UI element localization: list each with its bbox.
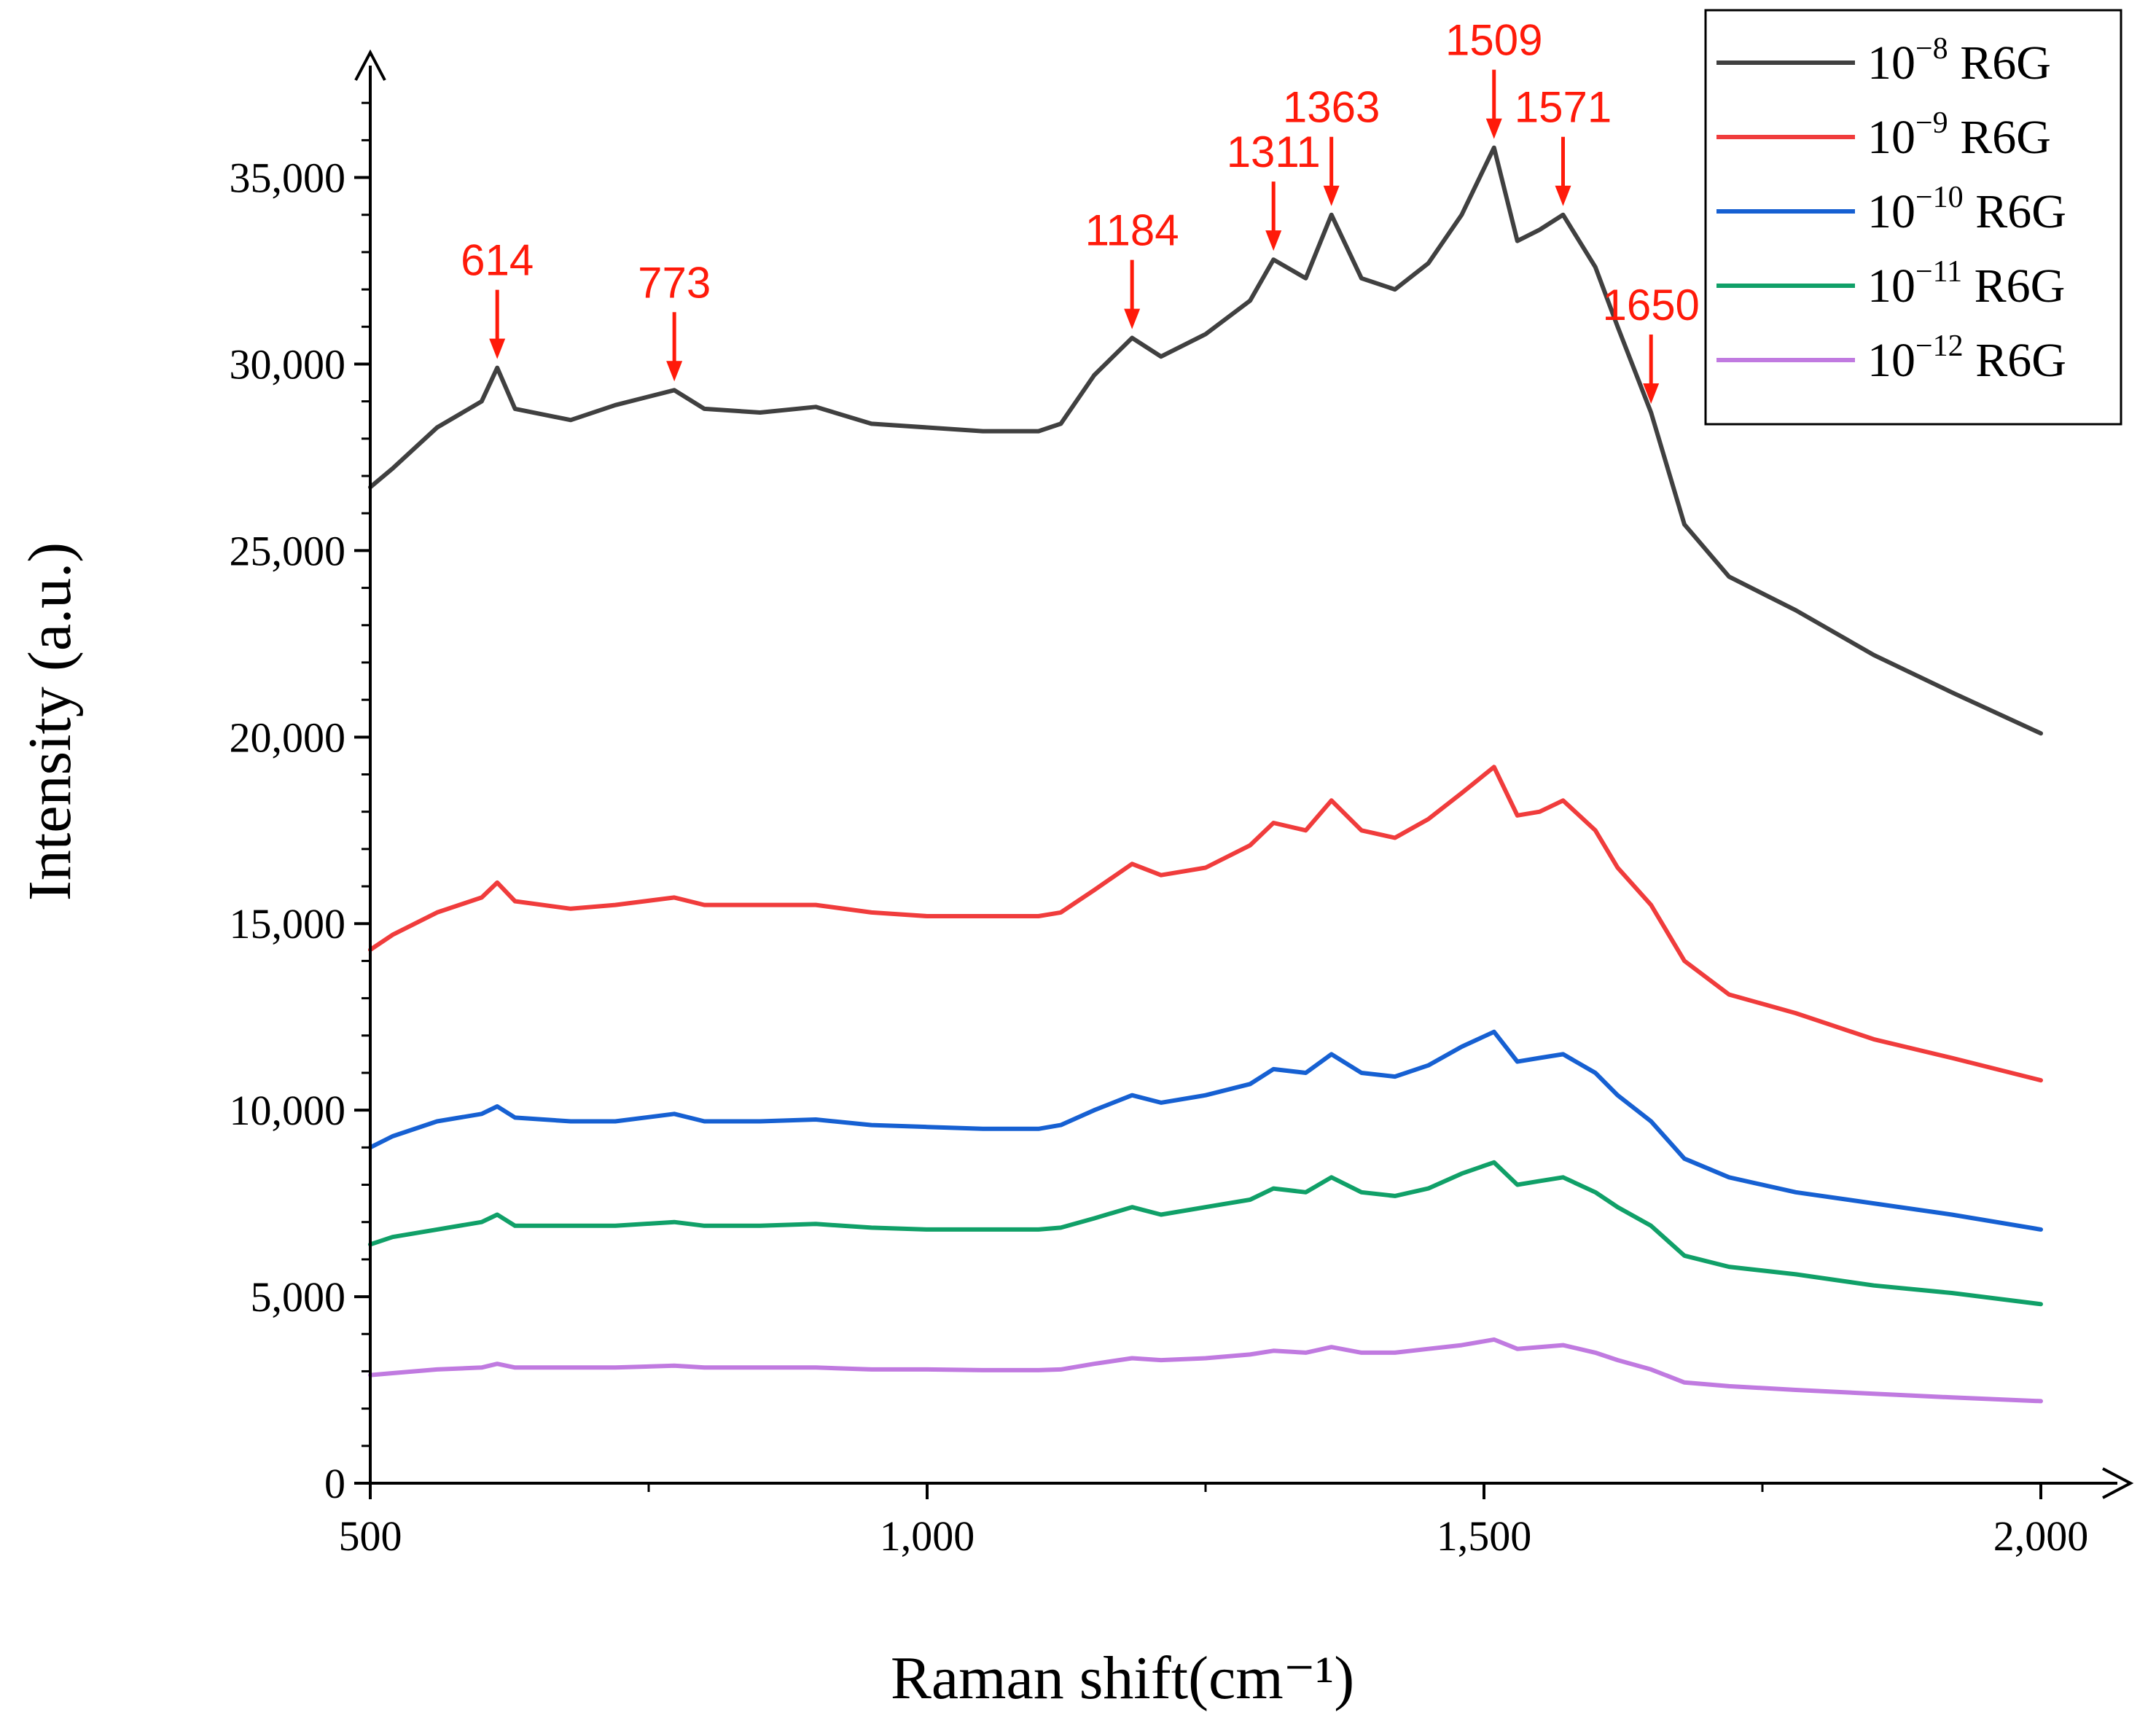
annotation-arrow-head xyxy=(1485,118,1502,139)
annotation-label: 1509 xyxy=(1445,16,1542,65)
legend-label-2: 10−9 R6G xyxy=(1867,106,2051,164)
series-layer xyxy=(368,145,2043,1404)
y-axis-title: Intensity (a.u.) xyxy=(16,542,84,901)
y-axis-arrowhead xyxy=(354,49,386,81)
legend-label-4: 10−11 R6G xyxy=(1867,255,2065,313)
peak-annotation-1311: 1311 xyxy=(1227,128,1321,251)
x-tick-label: 1,000 xyxy=(880,1512,975,1560)
annotation-label: 773 xyxy=(638,258,711,307)
series-line-2 xyxy=(368,765,2043,1083)
legend-box xyxy=(1704,9,2122,426)
y-tick-label: 30,000 xyxy=(230,340,346,388)
annotation-arrow-head xyxy=(489,338,506,359)
x-tick-label: 500 xyxy=(339,1512,402,1560)
y-tick-label: 25,000 xyxy=(230,527,346,574)
annotation-arrow-head xyxy=(1265,230,1282,251)
axes: 500 1,000 1,500 2,000 0 5,000 10,000 15,000 20,… xyxy=(230,49,2134,1560)
legend: 10−8 R6G 10−9 R6G 10−10 R6G 10−11 R6G 10−12 … xyxy=(1704,9,2122,426)
annotation-label: 1311 xyxy=(1227,128,1321,176)
peak-annotation-1509: 1509 xyxy=(1445,16,1542,139)
peak-annotation-1184: 1184 xyxy=(1085,206,1179,329)
annotation-arrow-head xyxy=(1555,185,1571,206)
peak-annotation-614: 614 xyxy=(461,236,534,359)
annotation-label: 614 xyxy=(461,236,534,285)
peak-annotation-773: 773 xyxy=(638,258,711,382)
x-ticks: 500 1,000 1,500 2,000 xyxy=(339,1483,2089,1560)
y-tick-label: 15,000 xyxy=(230,900,346,948)
y-tick-label: 35,000 xyxy=(230,155,346,202)
y-tick-label: 20,000 xyxy=(230,714,346,761)
y-tick-label: 10,000 xyxy=(230,1087,346,1134)
series-line-5 xyxy=(368,1337,2043,1404)
peak-annotation-1650: 1650 xyxy=(1602,281,1700,405)
annotation-arrow-head xyxy=(1124,308,1141,329)
y-tick-label: 5,000 xyxy=(251,1273,346,1321)
annotation-label: 1650 xyxy=(1602,281,1699,329)
annotation-arrow-head xyxy=(1323,185,1340,206)
annotation-label: 1363 xyxy=(1283,83,1380,132)
annotation-label: 1571 xyxy=(1515,83,1612,132)
legend-label-1: 10−8 R6G xyxy=(1867,32,2051,90)
legend-label-3: 10−10 R6G xyxy=(1867,181,2066,238)
series-line-1 xyxy=(368,145,2043,736)
y-ticks: 0 5,000 10,000 15,000 20,000 25,000 30,000 35,0… xyxy=(230,101,370,1507)
peak-annotation-1571: 1571 xyxy=(1515,83,1612,206)
annotation-arrow-head xyxy=(666,361,683,382)
peak-annotation-1363: 1363 xyxy=(1283,83,1380,206)
series-line-4 xyxy=(368,1160,2043,1307)
annotation-label: 1184 xyxy=(1085,206,1179,255)
legend-label-5: 10−12 R6G xyxy=(1867,329,2066,387)
annotation-arrow-head xyxy=(1643,383,1660,405)
x-tick-label: 1,500 xyxy=(1437,1512,1532,1560)
x-axis-arrowhead xyxy=(2102,1467,2134,1499)
series-line-3 xyxy=(368,1029,2043,1232)
x-tick-label: 2,000 xyxy=(1993,1512,2089,1560)
x-axis-title: Raman shift(cm⁻¹) xyxy=(891,1644,1354,1712)
y-tick-label: 0 xyxy=(324,1460,345,1507)
